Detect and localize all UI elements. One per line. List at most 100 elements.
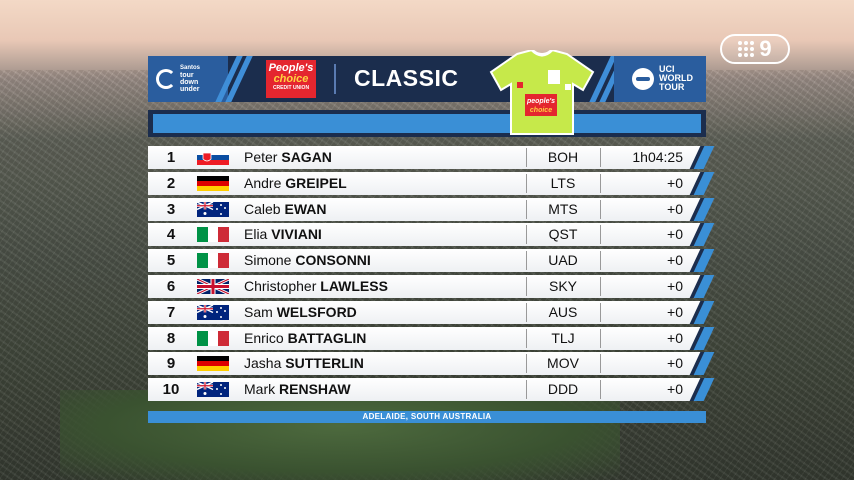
team-code: DDD (547, 381, 579, 398)
column-divider (526, 199, 527, 219)
channel-9-logo: 9 (720, 34, 790, 64)
column-divider (600, 354, 601, 374)
nationality-flag-icon (197, 150, 229, 165)
peoples-choice-line1: People's (268, 62, 314, 74)
santos-tour-down-under-logo: Santos tour down under (156, 63, 222, 95)
nationality-flag-icon (197, 330, 229, 346)
rider-name: Jasha SUTTERLIN (244, 352, 364, 375)
rider-position: 4 (166, 226, 176, 244)
result-row: 6 Christopher LAWLESS SKY +0 (148, 275, 715, 298)
column-divider (600, 225, 601, 245)
team-code: AUS (548, 303, 578, 320)
result-row: 8 Enrico BATTAGLIN TLJ +0 (148, 326, 715, 350)
rider-position: 8 (166, 329, 176, 347)
rider-last-name: GREIPEL (285, 174, 347, 191)
rider-name: Sam WELSFORD (244, 301, 357, 324)
rider-first-name: Jasha (244, 355, 282, 372)
rider-last-name: CONSONNI (295, 252, 371, 269)
nationality-flag-icon (197, 356, 229, 372)
header-divider (334, 64, 336, 94)
jersey-sponsor-line2: choice (530, 107, 552, 114)
column-divider (600, 251, 601, 271)
jersey-sponsor-line1: people's (526, 98, 555, 105)
rider-position: 10 (162, 381, 180, 399)
team-code: QST (548, 226, 578, 243)
nationality-flag-icon (197, 201, 229, 217)
column-divider (600, 148, 601, 167)
rider-name: Peter SAGAN (244, 146, 332, 169)
nationality-flag-icon (197, 227, 229, 243)
result-row: 2 Andre GREIPEL LTS +0 (148, 171, 715, 195)
rider-time: +0 (667, 226, 683, 243)
rider-name: Christopher LAWLESS (244, 275, 388, 298)
column-divider (526, 302, 527, 322)
rider-first-name: Simone (244, 252, 292, 269)
rider-last-name: WELSFORD (276, 303, 357, 320)
subheader-bar-inner (153, 114, 701, 133)
rider-first-name: Peter (244, 149, 278, 165)
column-divider (526, 354, 527, 374)
rider-time: +0 (667, 278, 683, 294)
rider-name: Elia VIVIANI (244, 223, 322, 246)
rider-name: Mark RENSHAW (244, 378, 351, 401)
rider-position: 2 (166, 174, 176, 192)
rider-time: +0 (667, 200, 683, 217)
result-row: 7 Sam WELSFORD AUS +0 (148, 300, 715, 324)
result-row: 3 Caleb EWAN MTS +0 (148, 197, 715, 221)
team-code: SKY (548, 278, 577, 294)
column-divider (600, 328, 601, 348)
uci-logo-text: TOUR (659, 82, 685, 92)
nationality-flag-icon (197, 279, 229, 294)
rider-first-name: Sam (244, 303, 273, 320)
leader-jersey-icon: people's choice (489, 50, 595, 135)
tdu-swirl-icon (156, 69, 176, 89)
rider-last-name: EWAN (284, 200, 327, 217)
rider-first-name: Caleb (244, 200, 281, 217)
column-divider (526, 225, 527, 245)
team-code: LTS (550, 174, 576, 191)
rider-time: +0 (667, 355, 683, 372)
rider-name: Enrico BATTAGLIN (244, 327, 366, 350)
rider-position: 5 (166, 252, 176, 270)
rider-position: 6 (166, 278, 176, 295)
result-row: 9 Jasha SUTTERLIN MOV +0 (148, 352, 715, 376)
team-code: MTS (548, 200, 578, 217)
result-row: 5 Simone CONSONNI UAD +0 (148, 249, 715, 273)
column-divider (526, 380, 527, 400)
nationality-flag-icon (197, 253, 229, 269)
column-divider (526, 251, 527, 271)
column-divider (526, 173, 527, 193)
peoples-choice-line2: choice (273, 73, 309, 85)
tdu-logo-text: down (180, 79, 199, 86)
column-divider (526, 277, 527, 296)
rider-time: +0 (667, 252, 683, 269)
uci-globe-icon (632, 67, 654, 90)
rider-first-name: Enrico (244, 329, 284, 346)
nationality-flag-icon (197, 382, 229, 398)
rider-last-name: LAWLESS (320, 278, 388, 294)
tdu-logo-text: under (180, 86, 200, 93)
result-row: 10 Mark RENSHAW DDD +0 (148, 378, 715, 402)
rider-time: 1h04:25 (632, 149, 683, 165)
result-row: 4 Elia VIVIANI QST +0 (148, 223, 715, 247)
nationality-flag-icon (197, 304, 229, 320)
tdu-logo-text: tour (180, 72, 194, 79)
rider-last-name: BATTAGLIN (287, 329, 367, 346)
team-code: MOV (547, 355, 579, 372)
subheader-bar (148, 110, 706, 137)
rider-last-name: VIVIANI (271, 226, 322, 243)
team-code: BOH (547, 149, 579, 165)
channel-9-number: 9 (759, 36, 772, 61)
classification-title: CLASSIC (354, 65, 459, 91)
peoples-choice-logo: People's choice CREDIT UNION (266, 60, 316, 98)
uci-world-tour-logo: UCI WORLD TOUR (632, 65, 693, 92)
rider-name: Simone CONSONNI (244, 249, 371, 272)
result-row: 1 Peter SAGAN BOH 1h04:25 (148, 146, 715, 169)
rider-last-name: RENSHAW (279, 381, 351, 398)
column-divider (600, 380, 601, 400)
rider-first-name: Elia (244, 226, 268, 243)
rider-position: 7 (166, 303, 176, 321)
column-divider (526, 148, 527, 167)
rider-position: 1 (166, 149, 176, 166)
rider-position: 3 (166, 200, 176, 218)
